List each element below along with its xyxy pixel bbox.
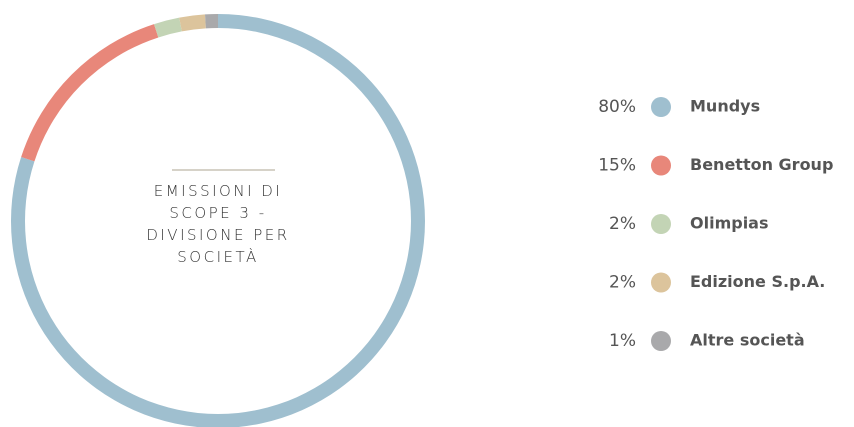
legend-value: 80% [598, 97, 636, 117]
legend-label: Mundys [690, 97, 760, 116]
chart-title: EMISSIONI DI SCOPE 3 - DIVISIONE PER SOC… [146, 182, 290, 266]
legend-value: 15% [598, 156, 636, 176]
donut-segment [154, 17, 182, 38]
legend-value: 1% [609, 331, 636, 351]
legend-swatch [651, 97, 671, 117]
donut-segment [205, 14, 218, 29]
legend-label: Altre società [690, 331, 805, 350]
legend-value: 2% [609, 273, 636, 293]
legend-value: 2% [609, 214, 636, 234]
legend-label: Edizione S.p.A. [690, 272, 825, 291]
legend-label: Olimpias [690, 214, 769, 233]
donut-segment [21, 24, 159, 162]
donut-segment [179, 14, 206, 32]
legend-swatch [651, 331, 671, 351]
legend-label: Benetton Group [690, 155, 833, 174]
legend-swatch [651, 214, 671, 234]
legend-swatch [651, 155, 671, 176]
legend-swatch [651, 272, 671, 293]
